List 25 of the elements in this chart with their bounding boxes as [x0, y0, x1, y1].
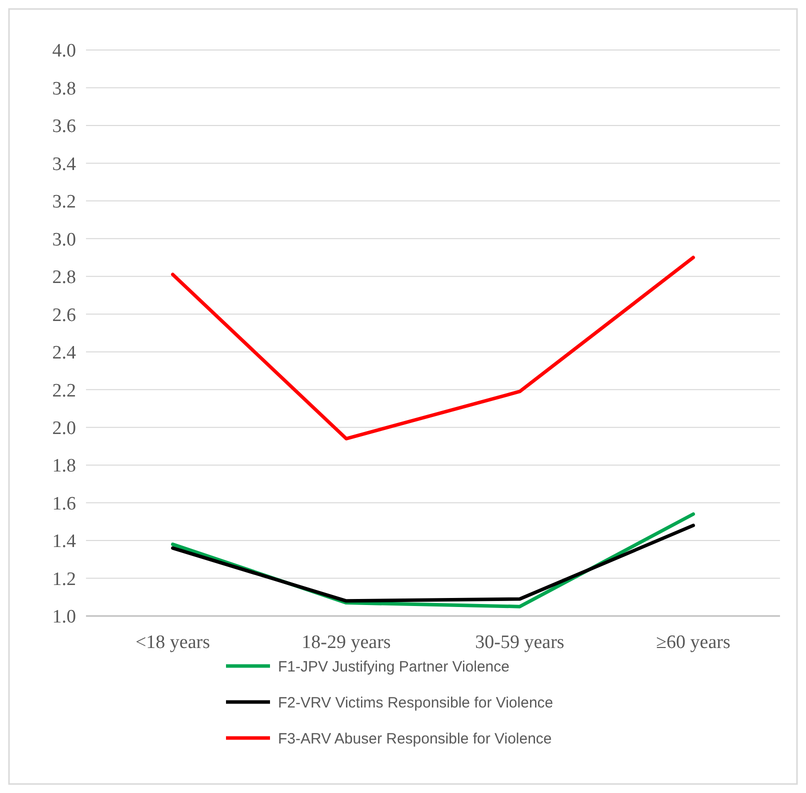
y-tick-label: 1.2 [52, 568, 76, 590]
legend-label: F3-ARV Abuser Responsible for Violence [278, 730, 552, 748]
y-tick-label: 3.8 [52, 78, 76, 100]
legend-label: F1-JPV Justifying Partner Violence [278, 658, 510, 676]
x-tick-label: 30-59 years [475, 632, 564, 653]
line-series [171, 524, 695, 603]
y-tick-label: 2.6 [52, 304, 76, 326]
y-tick-label: 1.4 [52, 531, 76, 552]
y-tick-label: 1.0 [52, 606, 76, 628]
y-tick-label: 1.6 [52, 493, 76, 514]
y-tick-label: 2.4 [52, 342, 76, 364]
y-tick-label: 2.0 [52, 418, 76, 439]
x-tick-label: ≥60 years [656, 632, 730, 653]
y-tick-label: 3.0 [52, 229, 76, 250]
x-tick-label: 18-29 years [302, 632, 391, 653]
legend-label: F2-VRV Victims Responsible for Violence [278, 694, 554, 712]
y-tick-label: 2.2 [52, 380, 76, 402]
y-tick-label: 1.8 [52, 456, 76, 477]
y-tick-label: 4.0 [52, 40, 76, 62]
y-tick-label: 3.4 [52, 154, 76, 175]
y-tick-label: 3.6 [52, 116, 76, 138]
x-tick-label: <18 years [135, 632, 210, 653]
line-series [171, 256, 695, 440]
y-tick-label: 2.8 [52, 267, 76, 288]
y-tick-label: 3.2 [52, 192, 76, 213]
